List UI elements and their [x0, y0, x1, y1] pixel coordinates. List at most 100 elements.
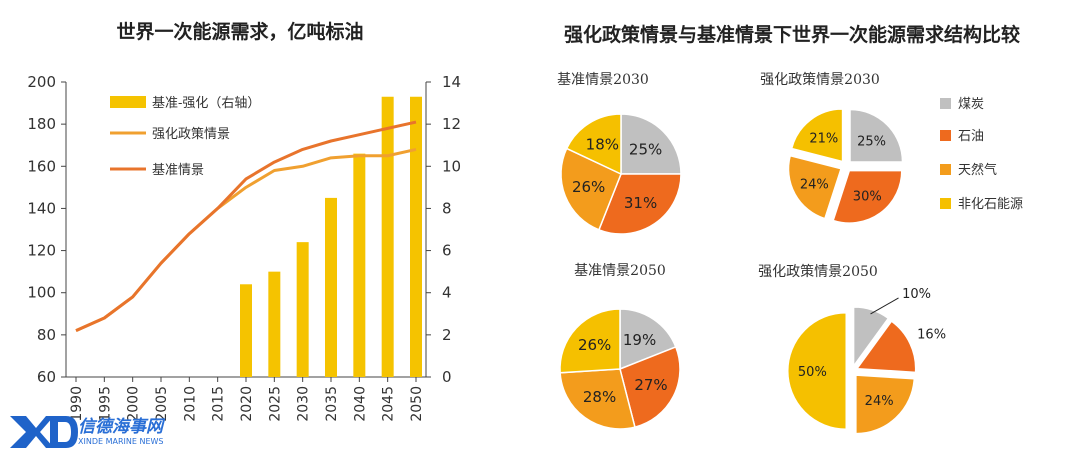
- x-tick-label: 2040: [352, 386, 368, 422]
- pie-slice-石油: [856, 320, 916, 373]
- left-chart-bars: [240, 96, 422, 377]
- pie-legend: 煤炭 石油 天然气 非化石能源: [940, 97, 1023, 212]
- pie-slice-煤炭: [849, 109, 903, 163]
- pie-slice-石油: [832, 170, 903, 224]
- pie-slice-非化石能源: [559, 308, 621, 374]
- pie-slice-label: 25%: [857, 134, 886, 149]
- pie-title: 强化政策情景2030: [760, 71, 880, 88]
- pie-slice-label: 26%: [578, 336, 611, 354]
- pie-slice-天然气: [788, 155, 842, 219]
- pie-slice-石油: [597, 173, 682, 235]
- pie-slice-label: 28%: [583, 388, 616, 406]
- legend-label-oil: 石油: [958, 129, 984, 144]
- watermark: 信德海事网 XINDE MARINE NEWS: [10, 416, 166, 448]
- bar-2045: [381, 96, 394, 377]
- pie-slice-label: 10%: [902, 287, 931, 302]
- watermark-name-cn: 信德海事网: [78, 417, 166, 437]
- bar-2025: [268, 271, 281, 377]
- pie-slice-label: 19%: [623, 331, 656, 349]
- left-y-tick-label: 60: [37, 368, 56, 386]
- pie-1: 基准情景2030 25% 31% 26% 18%: [557, 71, 682, 235]
- left-y-tick-label: 140: [27, 199, 56, 217]
- legend-swatch-coal: [940, 98, 951, 109]
- x-tick-label: 2015: [211, 386, 227, 422]
- pie-slice-label: 18%: [586, 136, 619, 154]
- pie-slice-煤炭: [619, 308, 677, 371]
- pie-slice-label: 16%: [917, 328, 946, 343]
- bar-2020: [240, 284, 252, 377]
- pie-slice-非化石能源: [791, 108, 843, 162]
- right-panel: 强化政策情景与基准情景下世界一次能源需求结构比较 基准情景2030 25% 31% 2…: [557, 23, 1023, 434]
- bar-2040: [353, 153, 366, 377]
- right-y-tick-label: 14: [442, 73, 461, 91]
- legend-label-coal: 煤炭: [958, 97, 984, 112]
- x-tick-label: 2050: [409, 386, 425, 422]
- bar-2050: [410, 96, 422, 377]
- pie-slice-label: 26%: [572, 178, 605, 196]
- pie-slice-天然气: [559, 368, 636, 430]
- left-y-tick-label: 100: [27, 284, 56, 302]
- pie-label-leader: [870, 297, 899, 315]
- x-tick-label: 2005: [154, 386, 170, 422]
- pie-slice-天然气: [855, 374, 915, 434]
- right-y-tick-label: 12: [442, 115, 461, 133]
- x-tick-label: 2030: [296, 386, 312, 422]
- pie-slice-天然气: [560, 147, 622, 231]
- legend-label-enhanced: 强化政策情景: [152, 126, 230, 142]
- left-y-tick-label: 200: [27, 73, 56, 91]
- left-y-tick-label: 160: [27, 157, 56, 175]
- bar-2030: [296, 242, 309, 377]
- legend-label-bar: 基准-强化（右轴）: [152, 96, 260, 111]
- pie-slice-煤炭: [620, 113, 682, 175]
- pie-slice-石油: [619, 345, 681, 429]
- left-chart-title: 世界一次能源需求，亿吨标油: [116, 20, 363, 43]
- legend-label-gas: 天然气: [958, 162, 997, 178]
- left-chart-lines: [75, 120, 417, 333]
- left-chart: 世界一次能源需求，亿吨标油 60801001201401601802000246…: [27, 20, 461, 422]
- right-y-tick-label: 8: [442, 199, 452, 217]
- pie-slice-非化石能源: [565, 113, 622, 176]
- pie-slice-label: 21%: [809, 131, 838, 146]
- legend-swatch-oil: [940, 130, 951, 141]
- legend-label-baseline: 基准情景: [152, 163, 204, 178]
- pie-title: 基准情景2030: [557, 71, 649, 88]
- x-tick-label: 2035: [324, 386, 340, 422]
- pie-4: 强化政策情景2050 10% 16% 24% 50%: [758, 263, 946, 434]
- legend-label-nonfossil: 非化石能源: [958, 197, 1023, 212]
- legend-swatch-gas: [940, 164, 951, 175]
- pie-slice-label: 31%: [624, 194, 657, 212]
- watermark-name-en: XINDE MARINE NEWS: [78, 437, 163, 446]
- pie-slice-label: 27%: [634, 376, 667, 394]
- pie-slice-label: 50%: [798, 365, 827, 380]
- pie-slice-非化石能源: [787, 312, 847, 430]
- left-y-tick-label: 80: [37, 326, 56, 344]
- pie-slice-label: 24%: [865, 394, 894, 409]
- right-y-tick-label: 4: [442, 284, 452, 302]
- pie-slice-煤炭: [853, 306, 889, 367]
- watermark-logo: [10, 416, 78, 448]
- pie-slice-label: 24%: [800, 177, 829, 192]
- pie-title: 基准情景2050: [574, 262, 666, 279]
- line-baseline: [75, 120, 417, 333]
- pie-2: 强化政策情景2030 25% 30% 24% 21%: [760, 71, 903, 224]
- x-tick-label: 2020: [239, 386, 255, 422]
- x-tick-label: 2000: [126, 386, 142, 422]
- x-tick-label: 2010: [182, 386, 198, 422]
- x-tick-label: 1995: [97, 386, 113, 422]
- pie-slice-label: 25%: [629, 140, 662, 158]
- pie-slice-label: 30%: [853, 189, 882, 204]
- pie-charts: 基准情景2030 25% 31% 26% 18% 强化政策情景2030 25% 30% 24% 2…: [557, 71, 946, 434]
- left-y-tick-label: 120: [27, 242, 56, 260]
- legend-swatch-nonfossil: [940, 198, 951, 209]
- pie-3: 基准情景2050 19% 27% 28% 26%: [559, 262, 681, 430]
- right-y-tick-label: 0: [442, 368, 452, 386]
- x-tick-label: 2025: [267, 386, 283, 422]
- legend-swatch-bar: [110, 96, 146, 108]
- right-y-tick-label: 10: [442, 157, 461, 175]
- x-tick-label: 1990: [69, 386, 85, 422]
- x-tick-label: 2045: [381, 386, 397, 422]
- left-y-tick-label: 180: [27, 115, 56, 133]
